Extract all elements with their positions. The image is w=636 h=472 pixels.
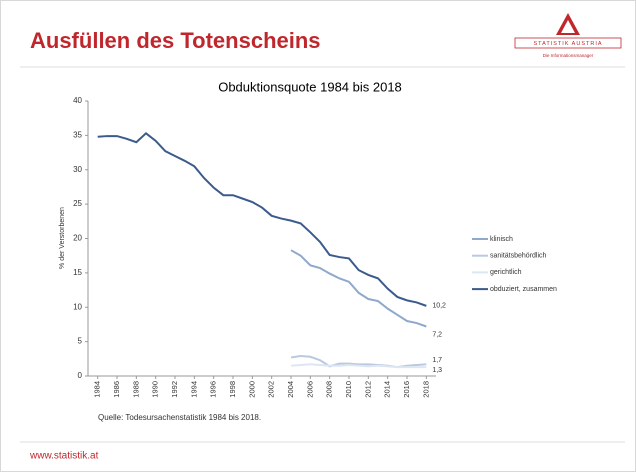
legend-label: gerichtlich (490, 269, 522, 276)
y-tick-label: 40 (73, 96, 82, 105)
chart-title: Obduktionsquote 1984 bis 2018 (218, 79, 402, 94)
value-label: 7,2 (432, 331, 442, 338)
x-tick-label: 2008 (325, 381, 334, 398)
x-tick-label: 1998 (228, 381, 237, 398)
logo-name: STATISTIK AUSTRIA (533, 41, 602, 47)
x-tick-label: 1984 (93, 381, 102, 398)
x-tick-label: 2002 (267, 381, 276, 398)
legend-label: sanitätsbehördlich (490, 253, 547, 260)
y-tick-label: 5 (78, 337, 83, 346)
y-tick-label: 30 (73, 165, 82, 174)
x-tick-label: 1988 (131, 381, 140, 398)
x-tick-label: 2012 (363, 381, 372, 398)
x-tick-label: 2014 (383, 381, 392, 398)
series-line (290, 363, 427, 369)
logo-box (514, 37, 622, 49)
logo-tagline: Die Informationsmanager (543, 53, 594, 58)
footer-url: www.statistik.at (29, 451, 99, 462)
x-tick-label: 2004 (286, 381, 295, 398)
y-tick-label: 20 (73, 234, 82, 243)
source-note: Quelle: Todesursachenstatistik 1984 bis … (98, 413, 261, 422)
x-tick-label: 2006 (305, 381, 314, 398)
value-label: 10,2 (432, 303, 446, 310)
value-label: 1,3 (432, 367, 442, 374)
y-tick-label: 10 (73, 302, 82, 311)
logo: STATISTIK AUSTRIA Die Informationsmanage… (514, 13, 622, 58)
y-tick-label: 35 (73, 130, 82, 139)
x-tick-label: 1990 (151, 381, 160, 398)
value-label: 1,7 (432, 357, 442, 364)
x-tick-label: 1986 (112, 381, 121, 398)
legend-label: obduziert, zusammen (490, 286, 557, 293)
y-tick-label: 0 (78, 371, 83, 380)
slide-title: Ausfüllen des Totenscheins (30, 28, 321, 53)
y-tick-label: 15 (73, 268, 82, 277)
series-line (290, 249, 427, 328)
series-line (97, 132, 427, 307)
x-tick-label: 2018 (421, 381, 430, 398)
logo-triangle-inner (561, 20, 575, 33)
y-axis-label: % der Verstorbenen (59, 207, 66, 269)
x-tick-label: 2010 (344, 381, 353, 398)
x-tick-label: 1992 (170, 381, 179, 398)
x-tick-label: 1994 (189, 381, 198, 398)
y-tick-label: 25 (73, 199, 82, 208)
x-tick-label: 2016 (402, 381, 411, 398)
legend-label: klinisch (490, 236, 513, 243)
x-tick-label: 2000 (247, 381, 256, 398)
x-tick-label: 1996 (209, 381, 218, 398)
